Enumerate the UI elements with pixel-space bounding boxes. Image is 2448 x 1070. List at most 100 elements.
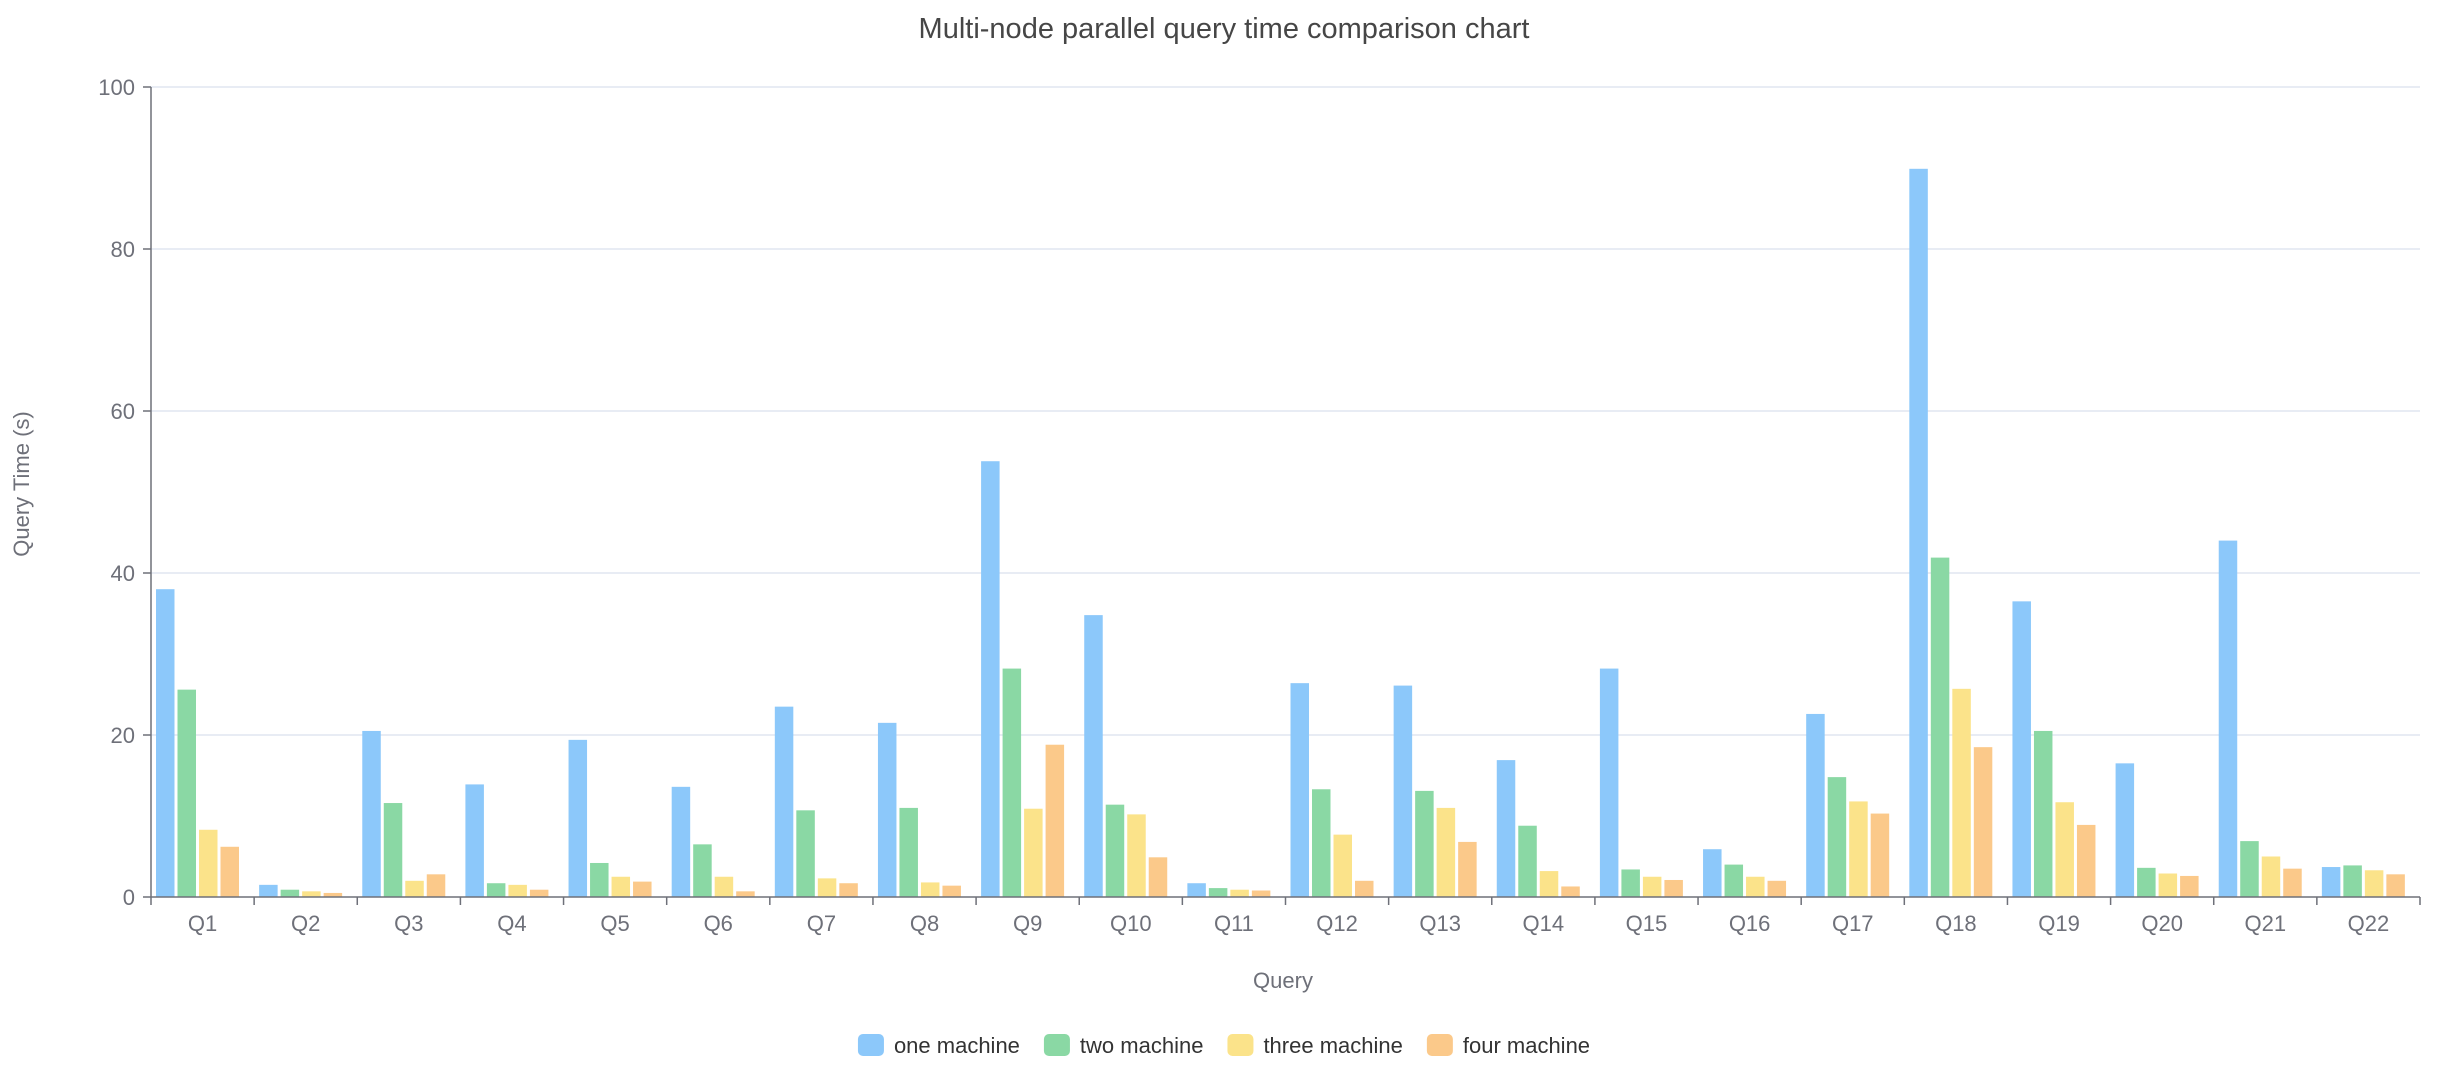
bar[interactable]: Q21 one machine: 44 (2218, 540, 2238, 897)
bar[interactable]: Q18 two machine: 41.9 (1930, 557, 1950, 897)
bar[interactable]: Q18 three machine: 25.7 (1952, 688, 1971, 897)
bar[interactable]: Q21 two machine: 6.9 (2240, 841, 2259, 897)
bar[interactable]: Q22 two machine: 3.9 (2343, 865, 2362, 897)
grid-lines (151, 86, 2420, 736)
bar[interactable]: Q6 two machine: 6.5 (693, 844, 712, 897)
bar[interactable]: Q14 one machine: 16.9 (1496, 760, 1516, 897)
bar[interactable]: Q7 two machine: 10.7 (796, 810, 815, 897)
bar[interactable]: Q4 one machine: 13.9 (465, 784, 484, 897)
bar[interactable]: Q2 four machine: 0.5 (323, 892, 343, 897)
x-tick-label: Q20 (2141, 911, 2183, 936)
bar[interactable]: Q7 four machine: 1.7 (839, 883, 858, 897)
bar[interactable]: Q15 four machine: 2.1 (1664, 879, 1683, 897)
bar[interactable]: Q5 one machine: 19.4 (568, 739, 588, 897)
bar[interactable]: Q20 two machine: 3.6 (2137, 867, 2156, 897)
bar[interactable]: Q14 two machine: 8.8 (1518, 825, 1537, 897)
bar[interactable]: Q2 three machine: 0.7 (302, 891, 321, 897)
bar[interactable]: Q12 one machine: 26.4 (1290, 683, 1310, 897)
bar[interactable]: Q10 one machine: 34.8 (1084, 615, 1103, 897)
bar[interactable]: Q12 four machine: 2 (1355, 880, 1374, 897)
bar[interactable]: Q13 two machine: 13.1 (1415, 790, 1434, 897)
bar[interactable]: Q1 three machine: 8.3 (199, 829, 218, 897)
bar[interactable]: Q11 two machine: 1.1 (1208, 888, 1228, 897)
bar[interactable]: Q1 four machine: 6.2 (220, 846, 240, 897)
bar[interactable]: Q22 three machine: 3.3 (2364, 870, 2384, 897)
bar[interactable]: Q20 four machine: 2.6 (2180, 875, 2199, 897)
bar[interactable]: Q9 four machine: 18.8 (1045, 744, 1065, 897)
legend-item[interactable]: two machine (1043, 1033, 1204, 1058)
bar[interactable]: Q20 one machine: 16.5 (2115, 763, 2135, 897)
x-tick-label: Q22 (2348, 911, 2390, 936)
bar[interactable]: Q10 two machine: 11.4 (1105, 804, 1125, 897)
bar[interactable]: Q19 four machine: 8.9 (2076, 824, 2096, 897)
bar[interactable]: Q22 one machine: 3.7 (2321, 867, 2341, 897)
legend-item[interactable]: one machine (857, 1033, 1020, 1058)
bar[interactable]: Q8 four machine: 1.4 (942, 885, 961, 897)
bar[interactable]: Q7 three machine: 2.3 (817, 878, 837, 897)
bar[interactable]: Q9 two machine: 28.2 (1002, 668, 1022, 897)
bar[interactable]: Q3 three machine: 2 (405, 880, 424, 897)
bar[interactable]: Q3 one machine: 20.5 (362, 730, 381, 897)
bar[interactable]: Q21 three machine: 5 (2261, 856, 2281, 898)
bar[interactable]: Q5 two machine: 4.2 (590, 862, 609, 897)
bar[interactable]: Q17 three machine: 11.8 (1849, 801, 1868, 897)
bar[interactable]: Q12 three machine: 7.7 (1333, 834, 1353, 897)
bar[interactable]: Q5 three machine: 2.5 (611, 876, 631, 897)
legend-item[interactable]: three machine (1227, 1033, 1403, 1058)
bar[interactable]: Q8 three machine: 1.8 (920, 882, 940, 897)
bar[interactable]: Q10 three machine: 10.2 (1127, 814, 1146, 897)
bars[interactable]: Q1 one machine: 38Q1 two machine: 25.6Q1… (156, 168, 2405, 898)
bar[interactable]: Q12 two machine: 13.3 (1312, 789, 1331, 897)
bar[interactable]: Q14 four machine: 1.3 (1561, 886, 1580, 897)
bar[interactable]: Q8 two machine: 11 (899, 807, 918, 897)
bar[interactable]: Q13 four machine: 6.8 (1458, 841, 1477, 897)
bar[interactable]: Q15 one machine: 28.2 (1599, 668, 1619, 897)
bar[interactable]: Q22 four machine: 2.8 (2386, 874, 2405, 897)
bar[interactable]: Q9 three machine: 10.9 (1024, 808, 1043, 897)
bar[interactable]: Q16 two machine: 4 (1724, 864, 1744, 897)
bar[interactable]: Q18 four machine: 18.5 (1973, 747, 1993, 897)
bar[interactable]: Q11 one machine: 1.7 (1187, 883, 1206, 897)
bar[interactable]: Q14 three machine: 3.2 (1539, 871, 1559, 897)
bar[interactable]: Q4 four machine: 0.9 (529, 889, 549, 897)
x-tick-label: Q11 (1214, 911, 1254, 936)
bar[interactable]: Q2 two machine: 0.9 (280, 889, 300, 897)
bar[interactable]: Q5 four machine: 1.9 (633, 881, 652, 897)
bar[interactable]: Q19 one machine: 36.5 (2012, 601, 2031, 897)
bar[interactable]: Q13 three machine: 11 (1436, 807, 1456, 897)
bar[interactable]: Q2 one machine: 1.5 (259, 884, 278, 897)
bar[interactable]: Q18 one machine: 89.9 (1909, 168, 1928, 897)
bar[interactable]: Q4 three machine: 1.5 (508, 884, 527, 897)
bar[interactable]: Q16 one machine: 5.9 (1703, 849, 1722, 897)
bar[interactable]: Q16 four machine: 2 (1767, 880, 1787, 897)
bar[interactable]: Q17 four machine: 10.3 (1870, 813, 1890, 897)
legend[interactable]: one machine two machine three machine four … (857, 1033, 1590, 1058)
bar[interactable]: Q15 two machine: 3.4 (1621, 869, 1640, 897)
bar[interactable]: Q11 three machine: 0.9 (1230, 889, 1249, 897)
bar[interactable]: Q6 three machine: 2.5 (714, 876, 734, 897)
bar[interactable]: Q21 four machine: 3.5 (2283, 868, 2302, 897)
bar[interactable]: Q17 one machine: 22.6 (1806, 713, 1825, 897)
bar[interactable]: Q15 three machine: 2.5 (1642, 876, 1662, 897)
bar[interactable]: Q11 four machine: 0.8 (1251, 890, 1271, 897)
bar[interactable]: Q6 four machine: 0.7 (736, 891, 755, 897)
x-tick-label: Q13 (1419, 911, 1461, 936)
bar[interactable]: Q16 three machine: 2.5 (1746, 876, 1765, 897)
bar[interactable]: Q3 two machine: 11.6 (383, 803, 403, 897)
bar[interactable]: Q4 two machine: 1.7 (486, 883, 506, 897)
legend-swatch (1426, 1034, 1453, 1056)
bar[interactable]: Q10 four machine: 4.9 (1148, 857, 1168, 897)
bar[interactable]: Q1 two machine: 25.6 (177, 689, 197, 897)
bar[interactable]: Q1 one machine: 38 (156, 589, 175, 897)
legend-item[interactable]: four machine (1426, 1033, 1590, 1058)
bar[interactable]: Q19 two machine: 20.5 (2033, 730, 2053, 897)
bar[interactable]: Q13 one machine: 26.1 (1393, 685, 1413, 897)
bar[interactable]: Q3 four machine: 2.8 (426, 874, 446, 897)
bar[interactable]: Q6 one machine: 13.6 (671, 786, 691, 897)
bar[interactable]: Q7 one machine: 23.5 (774, 706, 794, 897)
bar[interactable]: Q8 one machine: 21.5 (877, 722, 897, 897)
bar[interactable]: Q20 three machine: 2.9 (2158, 873, 2178, 897)
bar[interactable]: Q9 one machine: 53.8 (981, 461, 1000, 897)
bar[interactable]: Q17 two machine: 14.8 (1827, 777, 1847, 897)
bar[interactable]: Q19 three machine: 11.7 (2055, 802, 2074, 897)
